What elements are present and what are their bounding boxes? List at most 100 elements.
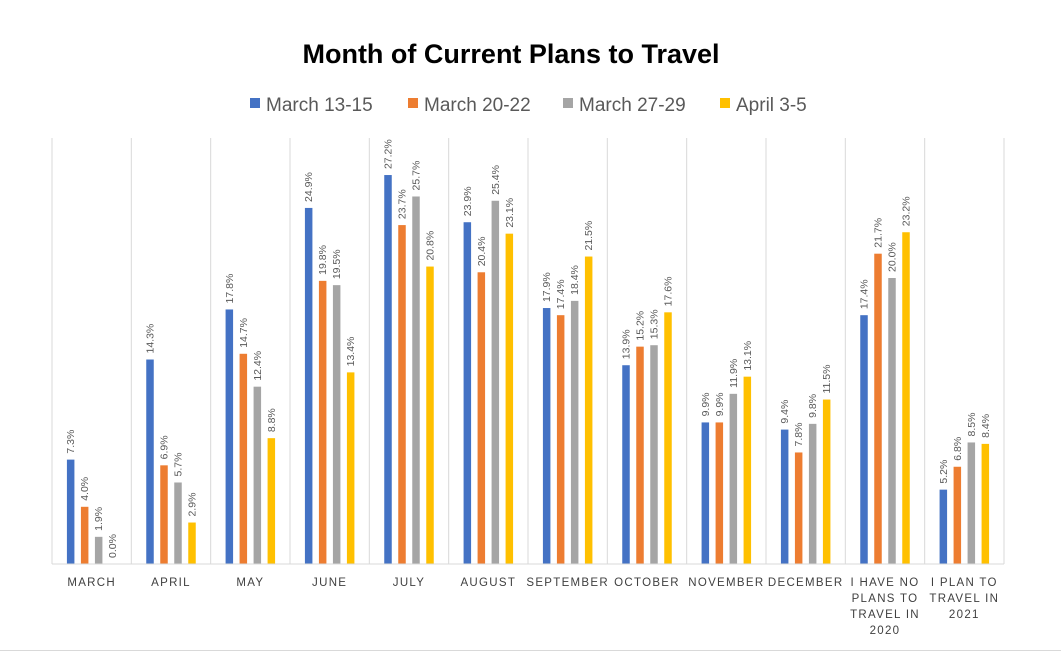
value-label: 24.9% <box>303 172 315 202</box>
bar <box>822 399 831 564</box>
value-label: 20.0% <box>887 242 899 272</box>
value-label: 23.7% <box>397 189 409 219</box>
legend-label: March 13-15 <box>266 95 373 116</box>
category-label: TRAVEL IN <box>850 609 920 621</box>
bar <box>346 372 355 564</box>
bar <box>780 429 789 564</box>
bar <box>66 459 75 564</box>
bar <box>636 346 644 564</box>
category-label: JUNE <box>312 577 347 589</box>
bar <box>939 489 948 564</box>
bar <box>491 200 500 564</box>
bar <box>808 423 817 564</box>
legend-swatch <box>720 98 730 108</box>
bar <box>794 452 803 564</box>
category-label: I HAVE NO <box>851 577 920 589</box>
bar <box>267 438 276 564</box>
legend-swatch <box>563 98 573 108</box>
bar <box>160 465 168 564</box>
bar <box>426 266 434 564</box>
bar <box>80 506 89 564</box>
bar <box>463 222 472 565</box>
bottom-rule <box>0 650 1061 651</box>
bar <box>902 232 910 565</box>
bar <box>981 443 990 564</box>
category-label: SEPTEMBER <box>526 577 609 589</box>
value-label: 13.4% <box>345 337 357 367</box>
value-label: 11.9% <box>728 359 740 388</box>
legend: March 13-15 March 20-22 March 27-29 April 3… <box>250 95 807 116</box>
bar <box>650 345 658 564</box>
value-label: 23.9% <box>462 186 474 216</box>
value-label: 5.7% <box>173 453 185 477</box>
legend-swatch <box>408 98 418 108</box>
value-label: 21.7% <box>873 218 885 248</box>
legend-label: April 3-5 <box>736 95 807 116</box>
bar <box>146 359 154 564</box>
bar <box>860 315 868 564</box>
bar <box>94 536 103 564</box>
bar <box>715 422 724 564</box>
bar <box>398 225 406 564</box>
value-labels: 7.3% 4.0%1.9%0.0% 14.3% 6.9%5.7% 2.9% 17.8% 14… <box>65 139 992 558</box>
category-label: MAY <box>236 577 264 589</box>
value-label: 1.9% <box>93 507 105 531</box>
value-label: 13.9% <box>621 329 633 359</box>
value-label: 17.6% <box>663 277 675 307</box>
value-label: 18.4% <box>569 265 581 295</box>
bar <box>253 386 262 564</box>
bar <box>384 175 392 565</box>
legend-label: March 20-22 <box>424 95 531 116</box>
value-label: 9.9% <box>700 392 712 416</box>
value-label: 17.9% <box>541 272 553 302</box>
legend-label: March 27-29 <box>579 95 686 116</box>
value-label: 9.9% <box>714 392 726 416</box>
category-label: NOVEMBER <box>688 577 764 589</box>
value-label: 7.3% <box>65 430 77 454</box>
bar <box>556 315 565 564</box>
bar <box>477 272 486 564</box>
value-label: 8.4% <box>980 414 992 438</box>
category-label: DECEMBER <box>768 577 844 589</box>
category-label: TRAVEL IN <box>929 593 999 605</box>
value-label: 20.8% <box>425 231 437 261</box>
value-label: 21.5% <box>583 221 595 251</box>
bar <box>174 482 182 564</box>
value-label: 15.3% <box>649 309 661 339</box>
value-label: 13.1% <box>742 341 754 371</box>
value-label: 0.0% <box>107 534 119 558</box>
legend-swatch <box>250 98 260 108</box>
value-label: 9.4% <box>779 400 791 424</box>
value-label: 6.9% <box>159 435 171 459</box>
value-label: 15.2% <box>635 311 647 341</box>
value-label: 14.3% <box>145 324 157 354</box>
bar <box>304 207 313 564</box>
value-label: 19.5% <box>331 249 343 279</box>
value-label: 20.4% <box>476 236 488 266</box>
value-label: 2.9% <box>187 493 199 517</box>
category-label: AUGUST <box>460 577 516 589</box>
bar <box>953 466 962 564</box>
chart-title: Month of Current Plans to Travel <box>302 39 719 69</box>
bar <box>622 365 630 564</box>
bar <box>729 393 738 564</box>
bar <box>967 442 976 564</box>
bar <box>584 256 593 564</box>
bar <box>874 253 882 564</box>
value-label: 5.2% <box>938 460 950 484</box>
value-label: 17.8% <box>224 274 236 304</box>
value-label: 6.8% <box>952 437 964 461</box>
category-label: OCTOBER <box>614 577 680 589</box>
category-label: I PLAN TO <box>931 577 998 589</box>
bar <box>412 196 420 565</box>
value-label: 23.1% <box>504 198 516 228</box>
value-label: 14.7% <box>238 318 250 348</box>
category-label: 2021 <box>949 609 980 621</box>
value-label: 7.8% <box>793 423 805 447</box>
value-label: 19.8% <box>317 245 329 275</box>
value-label: 27.2% <box>383 139 395 169</box>
value-label: 23.2% <box>901 196 913 226</box>
category-label: APRIL <box>151 577 191 589</box>
bar <box>664 312 672 564</box>
